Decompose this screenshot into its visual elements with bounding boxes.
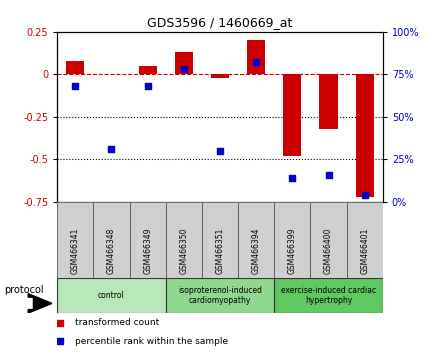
Text: exercise-induced cardiac
hypertrophy: exercise-induced cardiac hypertrophy <box>281 286 376 305</box>
Bar <box>311 202 347 278</box>
Text: GSM466348: GSM466348 <box>107 228 116 274</box>
Text: control: control <box>98 291 125 300</box>
Text: transformed count: transformed count <box>75 318 159 327</box>
Text: GSM466400: GSM466400 <box>324 228 333 274</box>
Bar <box>57 278 166 313</box>
Bar <box>166 202 202 278</box>
Point <box>57 338 64 344</box>
Point <box>57 320 64 325</box>
Text: GSM466341: GSM466341 <box>71 228 80 274</box>
Point <box>144 84 151 89</box>
Text: percentile rank within the sample: percentile rank within the sample <box>75 337 228 346</box>
Bar <box>57 202 93 278</box>
Point <box>180 67 187 72</box>
FancyArrow shape <box>28 294 52 313</box>
Bar <box>274 202 311 278</box>
Text: GSM466399: GSM466399 <box>288 228 297 274</box>
Text: isoproterenol-induced
cardiomyopathy: isoproterenol-induced cardiomyopathy <box>178 286 262 305</box>
Bar <box>66 61 84 74</box>
Point <box>289 175 296 181</box>
Bar <box>166 278 274 313</box>
Text: protocol: protocol <box>4 285 44 295</box>
Bar <box>139 66 157 74</box>
Bar <box>129 202 166 278</box>
Text: GSM466394: GSM466394 <box>252 228 260 274</box>
Text: GSM466401: GSM466401 <box>360 228 369 274</box>
Bar <box>211 74 229 78</box>
Bar <box>93 202 129 278</box>
Bar <box>319 74 337 129</box>
Bar <box>274 278 383 313</box>
Point <box>253 59 260 65</box>
Bar <box>247 40 265 74</box>
Point <box>72 84 79 89</box>
Bar <box>175 52 193 74</box>
Text: GDS3596 / 1460669_at: GDS3596 / 1460669_at <box>147 16 293 29</box>
Text: GSM466349: GSM466349 <box>143 228 152 274</box>
Point <box>216 148 224 154</box>
Text: GSM466350: GSM466350 <box>180 228 188 274</box>
Text: GSM466351: GSM466351 <box>216 228 224 274</box>
Bar <box>238 202 274 278</box>
Bar <box>202 202 238 278</box>
Point <box>325 172 332 177</box>
Bar <box>356 74 374 197</box>
Point <box>361 192 368 198</box>
Bar <box>347 202 383 278</box>
Point <box>108 146 115 152</box>
Bar <box>283 74 301 156</box>
